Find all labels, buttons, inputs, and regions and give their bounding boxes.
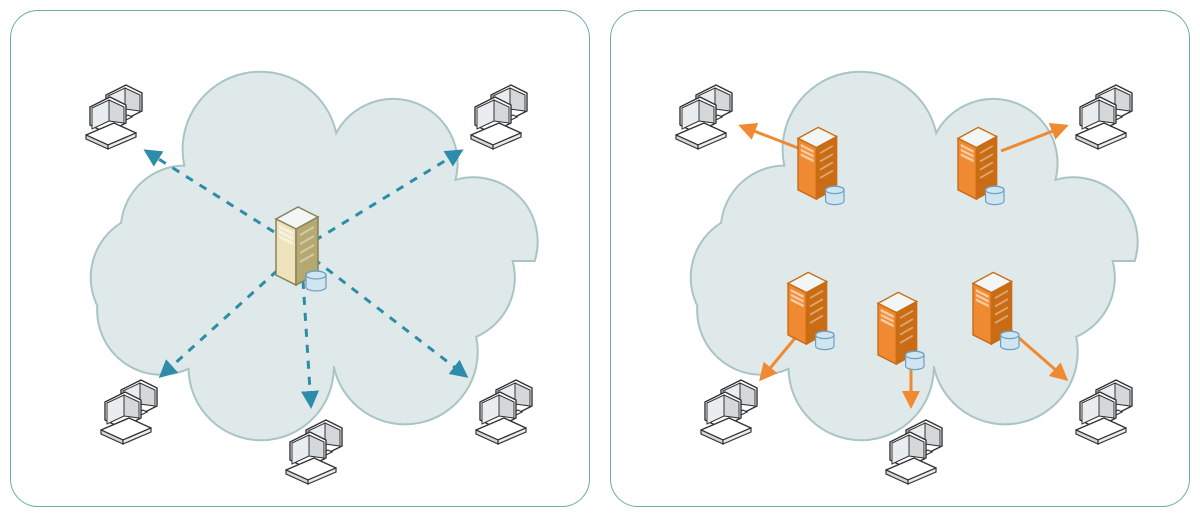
workstation-icon [701, 380, 757, 444]
workstation-icon [1076, 380, 1132, 444]
workstation-icon [476, 380, 532, 444]
server-node [276, 207, 326, 291]
workstation-icon [676, 85, 732, 149]
client-node [86, 85, 142, 149]
client-node [701, 380, 757, 444]
server-node [798, 127, 844, 204]
panel-centralized [10, 10, 590, 507]
client-node [101, 380, 157, 444]
server-icon [276, 207, 326, 291]
client-node [676, 85, 732, 149]
client-node [476, 380, 532, 444]
workstation-icon [471, 85, 527, 149]
workstation-icon [1076, 85, 1132, 149]
server-icon [958, 127, 1004, 204]
server-icon [798, 127, 844, 204]
client-node [1076, 380, 1132, 444]
panel-distributed [610, 10, 1190, 507]
server-icon [973, 272, 1019, 349]
server-icon [788, 272, 834, 349]
server-node [878, 292, 924, 369]
server-node [973, 272, 1019, 349]
server-node [958, 127, 1004, 204]
cloud-icon [691, 72, 1138, 441]
client-node [471, 85, 527, 149]
workstation-icon [101, 380, 157, 444]
server-icon [878, 292, 924, 369]
server-node [788, 272, 834, 349]
workstation-icon [86, 85, 142, 149]
client-node [1076, 85, 1132, 149]
